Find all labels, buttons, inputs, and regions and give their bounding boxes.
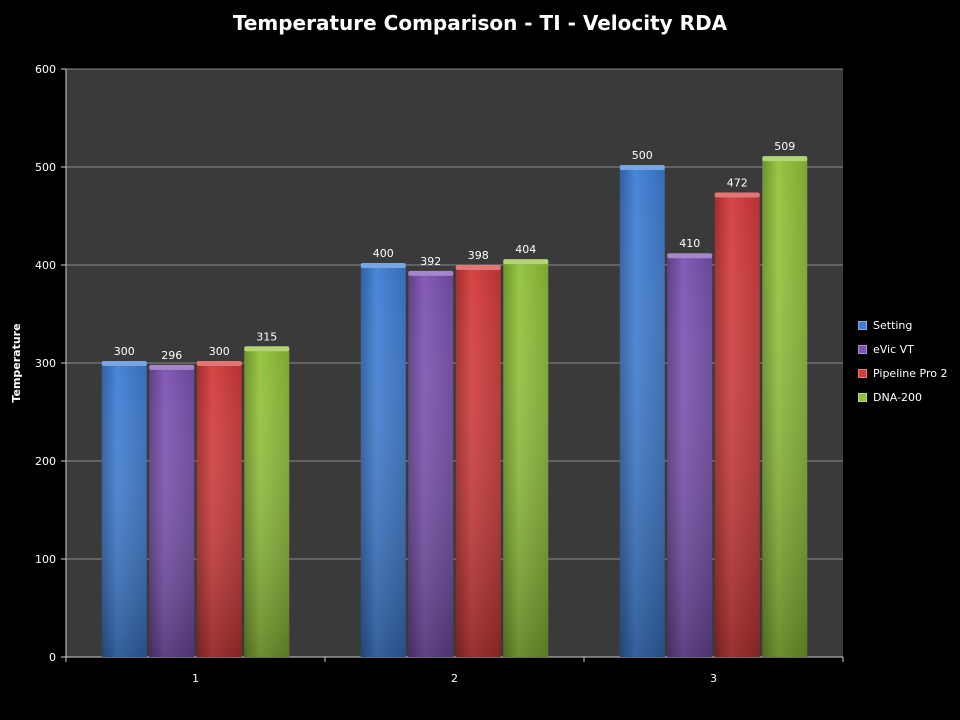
bar-top-cap	[619, 165, 665, 170]
bar-top-cap	[503, 259, 549, 265]
legend-label: Setting	[873, 318, 913, 332]
legend-item: DNA-200	[858, 385, 948, 409]
bar-shading	[244, 348, 290, 657]
bar-top-cap	[360, 263, 406, 268]
y-axis-label: Temperature	[10, 323, 23, 402]
legend-label: Pipeline Pro 2	[873, 366, 948, 380]
data-label: 296	[161, 349, 182, 362]
data-label: 315	[256, 330, 277, 343]
bar-shading	[762, 158, 808, 657]
legend-swatch	[858, 392, 867, 402]
y-tick-label: 300	[35, 357, 56, 370]
bar-shading	[149, 366, 195, 657]
bars	[101, 156, 808, 657]
legend-swatch	[858, 344, 867, 354]
data-label: 404	[515, 243, 536, 256]
bar-shading	[619, 167, 665, 657]
bar-shading	[196, 363, 242, 657]
bar-top-cap	[196, 361, 242, 366]
bar-shading	[455, 266, 501, 657]
y-tick-label: 500	[35, 161, 56, 174]
gridlines	[66, 68, 843, 560]
bar-top-cap	[714, 192, 760, 198]
bar-shading	[503, 261, 549, 657]
x-tick-label: 3	[710, 672, 717, 685]
y-tick-label: 200	[35, 455, 56, 468]
axes: 0 100 200 300 400 500 600 1 2 3	[35, 63, 844, 685]
chart-title: Temperature Comparison - TI - Velocity R…	[232, 11, 728, 35]
bar-top-cap	[762, 156, 808, 162]
bar-top-cap	[101, 361, 147, 366]
bar-top-cap	[667, 253, 713, 259]
legend-item: Setting	[858, 313, 948, 337]
y-tick-label: 400	[35, 259, 56, 272]
bar-shading	[408, 272, 454, 657]
data-label: 410	[679, 237, 700, 250]
legend-swatch	[858, 320, 867, 330]
data-label: 400	[373, 247, 394, 260]
bar-top-cap	[408, 270, 454, 276]
legend: Setting eVic VT Pipeline Pro 2 DNA-200	[858, 313, 948, 409]
bar-top-cap	[244, 346, 290, 352]
bar-top-cap	[455, 264, 501, 270]
bar-shading	[360, 265, 406, 657]
legend-swatch	[858, 368, 867, 378]
data-labels: 300 296 300 315 400 392 398 404 500 410 472 509	[114, 140, 796, 362]
data-label: 500	[632, 149, 653, 162]
data-label: 392	[420, 255, 441, 268]
data-label: 300	[209, 345, 230, 358]
bar-shading	[714, 194, 760, 657]
data-label: 300	[114, 345, 135, 358]
bar-shading	[101, 363, 147, 657]
legend-item: Pipeline Pro 2	[858, 361, 948, 385]
data-label: 472	[727, 176, 748, 189]
y-tick-label: 600	[35, 63, 56, 76]
bar-top-cap	[149, 364, 195, 370]
bar-shading	[667, 255, 713, 657]
x-tick-label: 2	[451, 672, 458, 685]
data-label: 398	[468, 249, 489, 262]
legend-label: DNA-200	[873, 390, 922, 404]
y-tick-label: 100	[35, 553, 56, 566]
x-tick-label: 1	[192, 672, 199, 685]
data-label: 509	[774, 140, 795, 153]
y-tick-label: 0	[49, 651, 56, 664]
legend-label: eVic VT	[873, 342, 914, 356]
legend-item: eVic VT	[858, 337, 948, 361]
